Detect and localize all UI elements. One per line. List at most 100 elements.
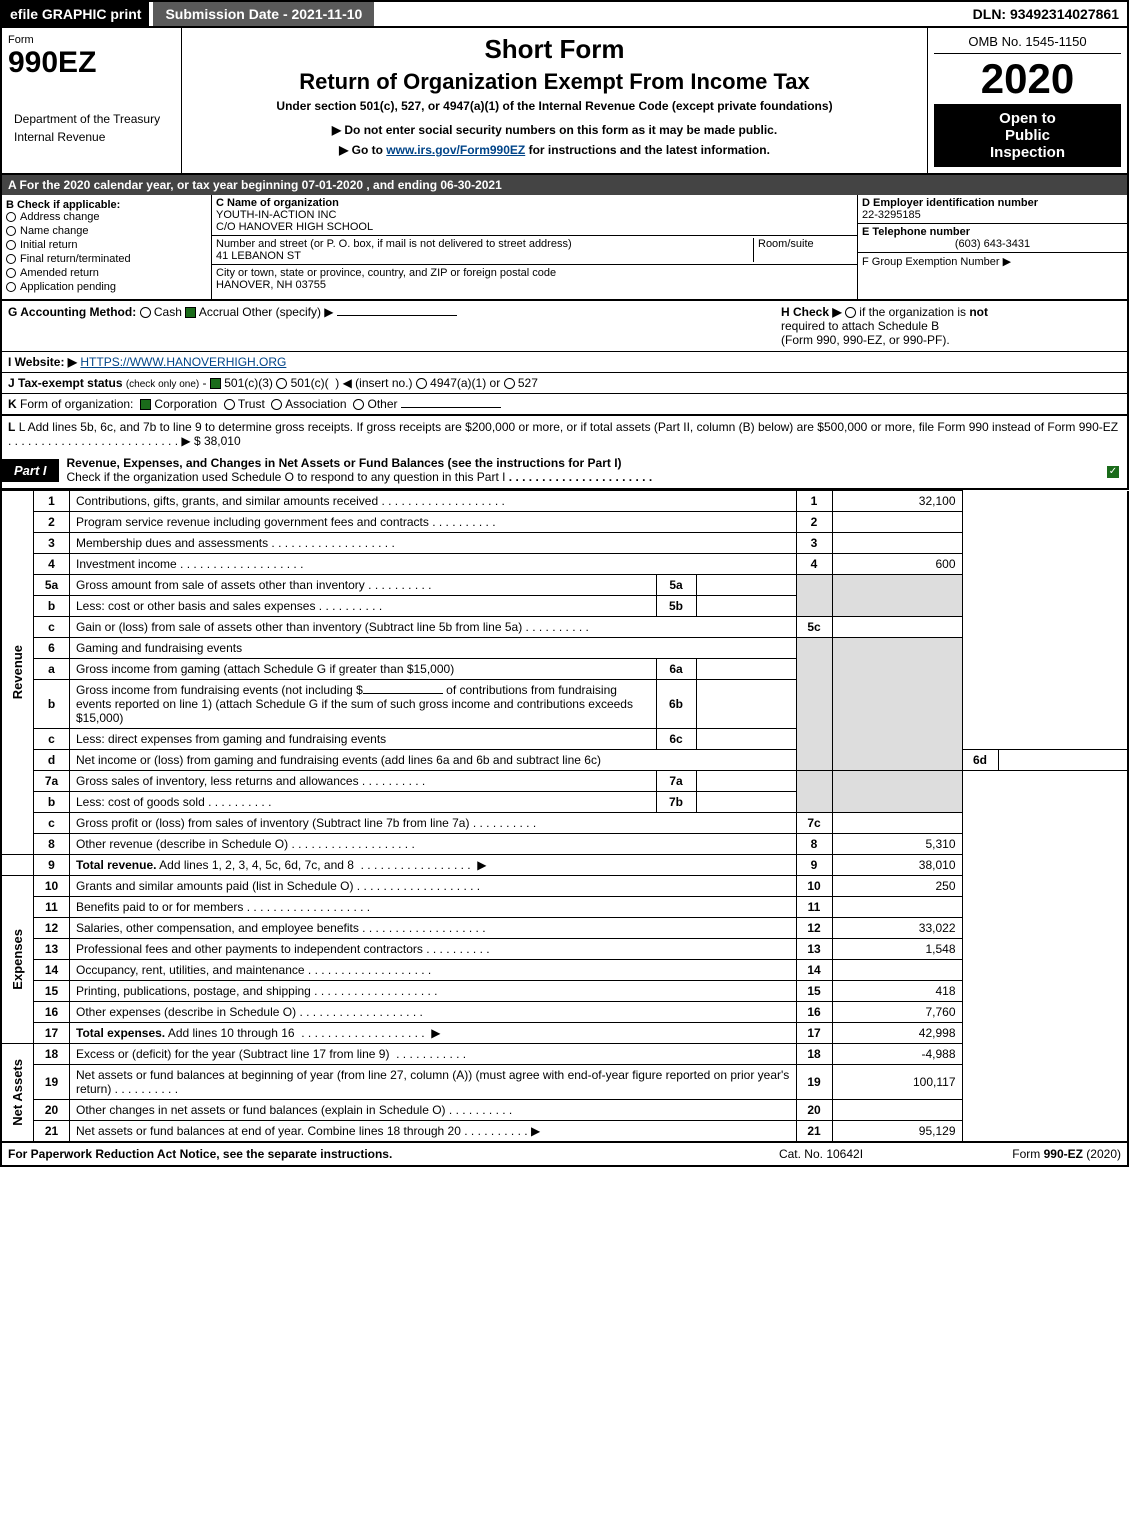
part-i-check[interactable]: ✓	[1107, 466, 1119, 478]
l6a-sub: 6a	[656, 659, 696, 680]
check-amended-return[interactable]	[6, 268, 16, 278]
l-amount: ▶ $ 38,010	[181, 434, 240, 448]
col-d-ein: D Employer identification number 22-3295…	[857, 195, 1127, 299]
line-15: 15 Printing, publications, postage, and …	[1, 981, 1128, 1002]
return-title: Return of Organization Exempt From Incom…	[188, 69, 921, 95]
e-label: E Telephone number	[862, 226, 1123, 238]
check-527[interactable]	[504, 378, 515, 389]
goto-suffix: for instructions and the latest informat…	[525, 143, 770, 157]
line-3: 3 Membership dues and assessments 3	[1, 533, 1128, 554]
l7c-num: c	[34, 813, 70, 834]
l7a-sub: 7a	[656, 771, 696, 792]
l9-amt: 38,010	[832, 855, 962, 876]
goto-prefix: ▶ Go to	[339, 143, 386, 157]
l14-col: 14	[796, 960, 832, 981]
l19-num: 19	[34, 1065, 70, 1100]
part-i-title: Revenue, Expenses, and Changes in Net As…	[59, 452, 1099, 488]
l6c-desc: Less: direct expenses from gaming and fu…	[70, 729, 657, 750]
g-cash: Cash	[154, 305, 182, 319]
l7c-desc: Gross profit or (loss) from sales of inv…	[76, 816, 469, 830]
submission-date: Submission Date - 2021-11-10	[153, 2, 374, 26]
city: HANOVER, NH 03755	[216, 279, 853, 291]
i-label: I Website: ▶	[8, 355, 77, 369]
check-h[interactable]	[845, 307, 856, 318]
check-corp[interactable]	[140, 399, 151, 410]
col-b-checks: B Check if applicable: Address change Na…	[2, 195, 212, 299]
check-accrual[interactable]	[185, 307, 196, 318]
l11-num: 11	[34, 897, 70, 918]
l9-num: 9	[34, 855, 70, 876]
l6d-desc: Net income or (loss) from gaming and fun…	[70, 750, 797, 771]
ein: 22-3295185	[862, 209, 1123, 221]
i-row-website: I Website: ▶ HTTPS://WWW.HANOVERHIGH.ORG	[0, 352, 1129, 373]
goto-link[interactable]: www.irs.gov/Form990EZ	[386, 143, 525, 157]
check-501c3[interactable]	[210, 378, 221, 389]
check-initial-return[interactable]	[6, 240, 16, 250]
l20-col: 20	[796, 1100, 832, 1121]
l5a-desc: Gross amount from sale of assets other t…	[76, 578, 365, 592]
line-11: 11 Benefits paid to or for members 11	[1, 897, 1128, 918]
line-14: 14 Occupancy, rent, utilities, and maint…	[1, 960, 1128, 981]
line-4: 4 Investment income 4 600	[1, 554, 1128, 575]
l13-desc: Professional fees and other payments to …	[76, 942, 423, 956]
line-7c: c Gross profit or (loss) from sales of i…	[1, 813, 1128, 834]
l3-col: 3	[796, 533, 832, 554]
l16-amt: 7,760	[832, 1002, 962, 1023]
l12-amt: 33,022	[832, 918, 962, 939]
l11-desc: Benefits paid to or for members	[76, 900, 243, 914]
part-i-tab: Part I	[2, 459, 59, 482]
line-20: 20 Other changes in net assets or fund b…	[1, 1100, 1128, 1121]
check-name-change[interactable]	[6, 226, 16, 236]
l8-desc: Other revenue (describe in Schedule O)	[76, 837, 288, 851]
l7a-num: 7a	[34, 771, 70, 792]
check-cash[interactable]	[140, 307, 151, 318]
l16-col: 16	[796, 1002, 832, 1023]
l6a-desc: Gross income from gaming (attach Schedul…	[70, 659, 657, 680]
g-other: Other (specify) ▶	[242, 305, 333, 319]
room-label: Room/suite	[753, 238, 853, 262]
l1-num: 1	[34, 491, 70, 512]
l12-col: 12	[796, 918, 832, 939]
l21-desc: Net assets or fund balances at end of ye…	[76, 1124, 461, 1138]
check-address-change[interactable]	[6, 212, 16, 222]
check-4947[interactable]	[416, 378, 427, 389]
l8-col: 8	[796, 834, 832, 855]
dln-label: DLN: 93492314027861	[965, 2, 1127, 26]
l15-desc: Printing, publications, postage, and shi…	[76, 984, 311, 998]
c-label: C Name of organization	[216, 197, 853, 209]
footer-right: Form 990-EZ (2020)	[921, 1147, 1121, 1161]
h-not: not	[969, 305, 988, 319]
check-501c[interactable]	[276, 378, 287, 389]
l4-col: 4	[796, 554, 832, 575]
form-number: 990EZ	[8, 46, 175, 80]
form-label: Form	[8, 34, 175, 46]
l10-col: 10	[796, 876, 832, 897]
check-application-pending[interactable]	[6, 282, 16, 292]
line-5c: c Gain or (loss) from sale of assets oth…	[1, 617, 1128, 638]
l14-num: 14	[34, 960, 70, 981]
l5c-amt	[832, 617, 962, 638]
l7b-num: b	[34, 792, 70, 813]
line-2: 2 Program service revenue including gove…	[1, 512, 1128, 533]
l6b-num: b	[34, 680, 70, 729]
open-to-public: Open to Public Inspection	[934, 104, 1121, 167]
open-line2: Public	[936, 127, 1119, 144]
check-final-return[interactable]	[6, 254, 16, 264]
efile-label[interactable]: efile GRAPHIC print	[2, 2, 149, 26]
check-other-org[interactable]	[353, 399, 364, 410]
l19-desc: Net assets or fund balances at beginning…	[76, 1068, 789, 1096]
check-assoc[interactable]	[271, 399, 282, 410]
l5b-sub: 5b	[656, 596, 696, 617]
l19-col: 19	[796, 1065, 832, 1100]
l7b-sub: 7b	[656, 792, 696, 813]
check-trust[interactable]	[224, 399, 235, 410]
l18-amt: -4,988	[832, 1044, 962, 1065]
short-form-title: Short Form	[188, 34, 921, 65]
l10-amt: 250	[832, 876, 962, 897]
l7a-desc: Gross sales of inventory, less returns a…	[76, 774, 359, 788]
do-not-enter: ▶ Do not enter social security numbers o…	[188, 123, 921, 137]
l6d-num: d	[34, 750, 70, 771]
l14-amt	[832, 960, 962, 981]
line-13: 13 Professional fees and other payments …	[1, 939, 1128, 960]
website-link[interactable]: HTTPS://WWW.HANOVERHIGH.ORG	[80, 355, 286, 369]
